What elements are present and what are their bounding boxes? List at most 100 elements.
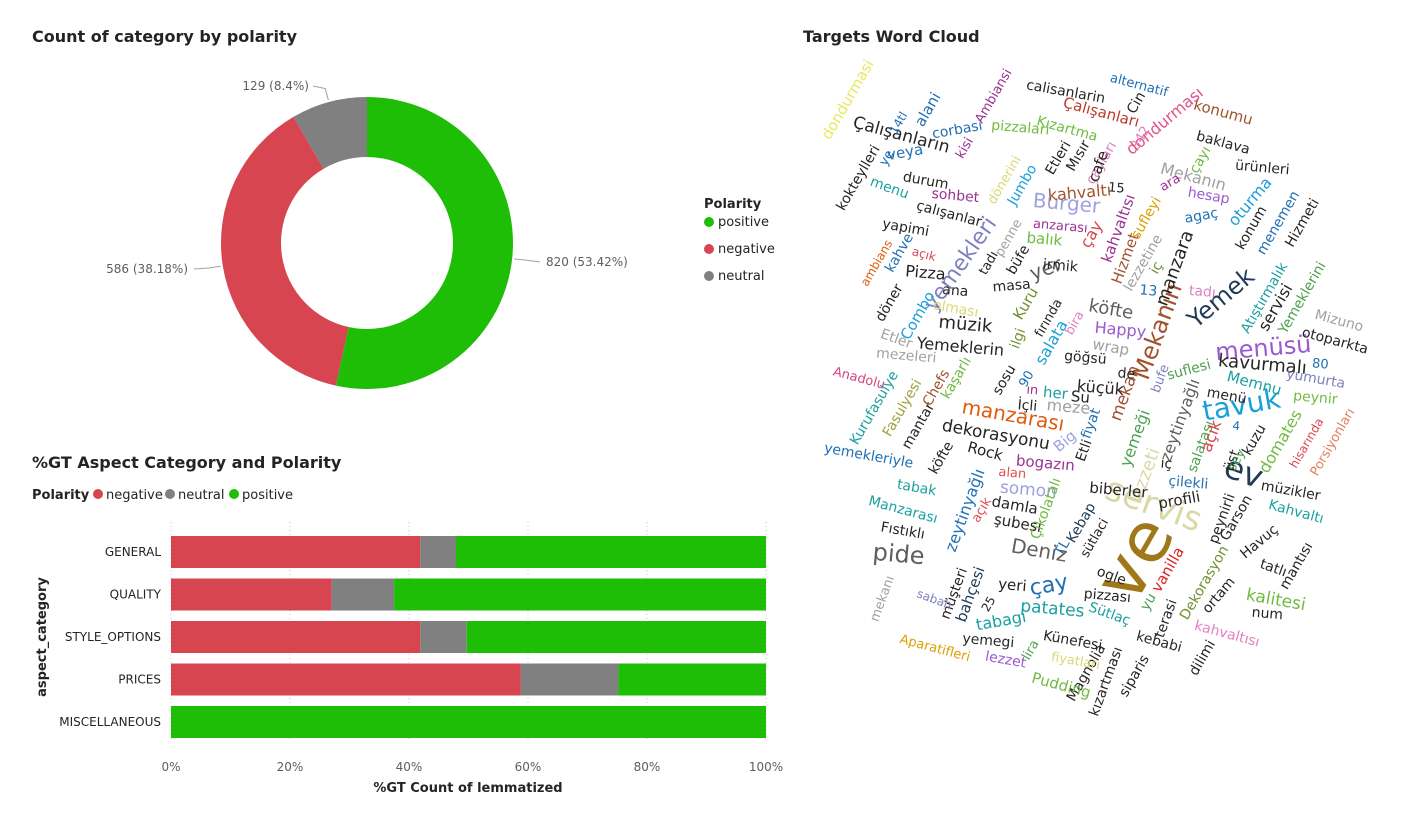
cloud-word[interactable]: kisi <box>953 135 977 161</box>
cloud-word[interactable]: ın <box>1026 383 1039 399</box>
cloud-word[interactable]: anzarası <box>1032 217 1088 237</box>
cloud-word[interactable]: alan <box>998 465 1027 482</box>
cloud-word[interactable]: irmik <box>1042 257 1079 276</box>
bar-segment-prices-positive[interactable] <box>618 663 766 696</box>
cloud-word[interactable]: mezeleri <box>876 345 938 366</box>
cloud-word[interactable]: 4 <box>1232 419 1241 434</box>
cloud-word[interactable]: her <box>1042 383 1069 403</box>
cloud-word[interactable]: göğsü <box>1063 348 1107 368</box>
cloud-word[interactable]: num <box>1251 605 1284 624</box>
cloud-word[interactable]: Künefesi <box>1042 628 1103 654</box>
cloud-word[interactable]: Su <box>1070 387 1091 407</box>
cloud-word[interactable]: somon <box>999 478 1058 503</box>
cloud-word[interactable]: Anadolu <box>831 364 886 392</box>
bar-segment-general-negative[interactable] <box>171 536 421 568</box>
cloud-word[interactable]: 25 <box>979 594 999 614</box>
donut-slice-negative[interactable] <box>221 116 349 386</box>
cloud-word[interactable]: menü <box>1206 385 1248 408</box>
bar-legend-label-neutral[interactable]: neutral <box>178 488 225 503</box>
cloud-word[interactable]: üst <box>1221 447 1244 473</box>
cloud-word[interactable]: olması <box>932 297 980 321</box>
cloud-word[interactable]: masa <box>992 276 1031 295</box>
bar-segment-prices-neutral[interactable] <box>520 663 619 696</box>
cloud-word[interactable]: yemegi <box>962 631 1015 651</box>
cloud-word[interactable]: dilimi <box>1186 638 1219 679</box>
cloud-word[interactable]: Etli <box>1073 438 1096 464</box>
cloud-word[interactable]: agaç <box>1183 205 1219 227</box>
cloud-word[interactable]: TL <box>1051 537 1074 560</box>
cloud-word[interactable]: mekanı <box>867 574 897 624</box>
cloud-word[interactable]: 13 <box>1139 282 1158 299</box>
cloud-word[interactable]: biberler <box>1089 479 1149 502</box>
bar-segment-quality-positive[interactable] <box>394 578 766 611</box>
legend-label-negative[interactable]: negative <box>718 242 775 257</box>
cloud-word[interactable]: döner <box>872 281 906 324</box>
cloud-word[interactable]: balık <box>1026 228 1063 249</box>
cloud-word[interactable]: 80 <box>1311 356 1329 372</box>
cloud-word[interactable]: açık <box>911 244 938 264</box>
cloud-word[interactable]: Happy <box>1094 318 1147 341</box>
cloud-word[interactable]: yu <box>1137 591 1159 614</box>
bar-segment-quality-neutral[interactable] <box>331 578 395 611</box>
cloud-word[interactable]: patates <box>1020 596 1086 622</box>
cloud-word[interactable]: ana <box>942 282 969 300</box>
cloud-word[interactable]: 15 <box>1107 180 1125 196</box>
cloud-word[interactable]: tabak <box>896 477 939 500</box>
legend-label-positive[interactable]: positive <box>718 215 769 230</box>
bar-legend-label-positive[interactable]: positive <box>242 488 293 503</box>
cloud-word[interactable]: konumu <box>1192 96 1255 129</box>
cloud-word[interactable]: Fıstıklı <box>879 519 926 542</box>
cloud-word[interactable]: bira <box>1062 309 1088 338</box>
bar-legend-label-negative[interactable]: negative <box>106 488 163 503</box>
bar-legend[interactable]: Polarity negative neutral positive <box>32 488 293 503</box>
bar-segment-prices-negative[interactable] <box>171 663 521 696</box>
cloud-word[interactable]: kahvaltı <box>1047 180 1112 204</box>
bar-segment-style_options-negative[interactable] <box>171 621 421 653</box>
bar-segment-general-positive[interactable] <box>456 536 766 568</box>
cloud-word[interactable]: köfte <box>926 439 957 477</box>
donut-slice-positive[interactable] <box>335 97 513 389</box>
legend-label-neutral[interactable]: neutral <box>718 269 765 284</box>
cloud-word[interactable]: Havuç <box>1237 522 1281 563</box>
cloud-word[interactable]: Aparatifleri <box>898 632 972 665</box>
cloud-word[interactable]: bogazın <box>1015 451 1075 474</box>
cloud-word[interactable]: de <box>1117 365 1136 382</box>
cloud-word[interactable]: peynir <box>1293 388 1339 408</box>
cloud-word[interactable]: pizzası <box>1083 586 1131 606</box>
cloud-word[interactable]: yeri <box>997 575 1027 595</box>
cloud-word[interactable]: durum <box>902 169 950 193</box>
cloud-word[interactable]: tabagi <box>974 607 1027 635</box>
cloud-word[interactable]: ürünleri <box>1234 158 1290 179</box>
cloud-word[interactable]: pide <box>872 538 926 570</box>
cloud-word[interactable]: Manzarası <box>867 493 940 527</box>
bar-segment-miscellaneous-positive[interactable] <box>171 706 766 738</box>
donut-legend[interactable]: Polarity positive negative neutral <box>704 197 775 284</box>
donut-slice-neutral[interactable] <box>293 97 367 169</box>
cloud-word[interactable]: sohbet <box>931 186 980 206</box>
cloud-word[interactable]: Pizza <box>905 261 947 283</box>
cloud-word[interactable]: meze <box>1046 395 1091 418</box>
cloud-word[interactable]: alani <box>911 89 945 129</box>
cloud-word[interactable]: İçli <box>1017 395 1038 415</box>
bar-segment-quality-negative[interactable] <box>171 578 332 611</box>
cloud-word[interactable]: çilekli <box>1168 473 1209 492</box>
cloud-word[interactable]: müzik <box>938 312 994 338</box>
bar-segment-general-neutral[interactable] <box>420 536 457 568</box>
cloud-word[interactable]: hesap <box>1187 185 1231 208</box>
cloud-word[interactable]: tatlı <box>1258 556 1289 580</box>
cloud-word[interactable]: tadı <box>1188 283 1216 301</box>
cloud-word[interactable]: ilgi <box>1007 326 1029 351</box>
stacked-bar-chart[interactable]: 0% 20% 40% 60% 80% 100% GENERAL QUALITY STYLE_OP… <box>35 522 783 796</box>
cloud-word[interactable]: pizzalari <box>991 118 1050 139</box>
cloud-word[interactable]: lezzet <box>984 649 1028 672</box>
cloud-word[interactable]: ıç <box>1160 456 1173 473</box>
cloud-word[interactable]: Burger <box>1032 188 1102 218</box>
cloud-word[interactable]: corbasi <box>931 118 984 143</box>
donut-chart[interactable]: 820 (53.42%) 586 (38.18%) 129 (8.4%) <box>106 79 628 389</box>
cloud-word[interactable]: ye <box>877 148 898 169</box>
cloud-word[interactable]: sosu <box>990 362 1020 398</box>
bar-segment-style_options-positive[interactable] <box>466 621 766 653</box>
bar-segment-style_options-neutral[interactable] <box>420 621 467 653</box>
cloud-word[interactable]: 90 <box>1016 368 1037 390</box>
